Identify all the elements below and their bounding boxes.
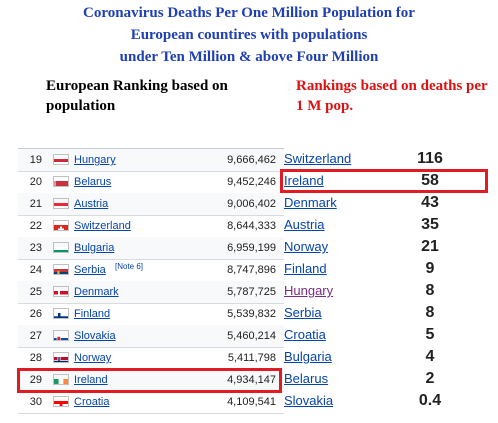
population-cell: 5,411,798	[227, 352, 276, 364]
ranked-country-link[interactable]: Finland	[284, 261, 327, 276]
ranked-country-link[interactable]: Norway	[284, 239, 329, 254]
ranked-country-link[interactable]: Switzerland	[284, 151, 352, 166]
country-link[interactable]: Ireland	[74, 374, 108, 386]
population-cell: 8,747,896	[227, 264, 276, 276]
deaths-per-million-value: 5	[425, 326, 435, 343]
table-row: 21 Austria 9,006,402	[18, 193, 284, 216]
subheading-deaths-ranking: Rankings based on deaths per 1 M pop.	[296, 78, 488, 114]
deaths-per-million-value: 2	[425, 370, 435, 387]
rank-cell: 24	[29, 264, 42, 276]
rank-cell: 28	[29, 352, 42, 364]
country-link[interactable]: Croatia	[74, 396, 110, 408]
ireland-population-highlight-box	[17, 368, 282, 393]
population-cell: 6,959,199	[227, 242, 276, 254]
ranked-country-link[interactable]: Croatia	[284, 327, 326, 342]
rank-cell: 22	[29, 220, 42, 232]
ireland-deaths-highlight-box	[280, 169, 488, 193]
deaths-per-million-value: 116	[417, 150, 443, 167]
deaths-per-million-value: 8	[425, 304, 435, 321]
table-row: 26 Finland 5,539,832	[18, 303, 284, 326]
table-row: 28 Norway 5,411,798	[18, 347, 284, 370]
deaths-per-million-value: 8	[425, 282, 435, 299]
bulgaria-flag-icon	[53, 242, 69, 253]
population-cell: 4,109,541	[227, 396, 276, 408]
deaths-per-million-value: 35	[421, 216, 439, 233]
ranked-country-link[interactable]: Denmark	[284, 195, 337, 210]
population-cell: 4,934,147	[227, 374, 276, 386]
deaths-per-million-value: 9	[425, 260, 435, 277]
ranked-country-link[interactable]: Hungary	[284, 283, 334, 298]
population-cell: 9,006,402	[227, 198, 276, 210]
rank-cell: 29	[29, 374, 42, 386]
country-link[interactable]: Austria	[74, 198, 109, 210]
table-row: 24 Serbia [Note 6] 8,747,896	[18, 259, 284, 282]
table-row: 25 Denmark 5,787,725	[18, 281, 284, 304]
country-link[interactable]: Norway	[74, 352, 112, 364]
population-table: 19 Hungary 9,666,462 20 Belarus 9,452,24…	[18, 148, 284, 415]
rank-cell: 26	[29, 308, 42, 320]
deaths-per-million-value: 0.4	[418, 392, 442, 409]
rank-cell: 23	[29, 242, 42, 254]
population-cell: 8,644,333	[227, 220, 276, 232]
belarus-flag-icon	[53, 176, 69, 187]
country-link[interactable]: Hungary	[74, 154, 116, 166]
norway-flag-icon	[53, 352, 69, 363]
deaths-per-million-value: 58	[421, 172, 439, 189]
serbia-flag-icon	[53, 264, 69, 275]
ranked-country-link[interactable]: Belarus	[284, 371, 329, 386]
country-link[interactable]: Denmark	[74, 286, 119, 298]
title-line-2: European countires with populations	[130, 27, 368, 43]
deaths-per-million-value: 4	[425, 348, 435, 365]
ranked-country-link[interactable]: Serbia	[284, 305, 322, 320]
ranked-country-link[interactable]: Bulgaria	[284, 349, 332, 364]
ranked-country-link[interactable]: Ireland	[284, 173, 324, 188]
table-row: 27 Slovakia 5,460,214	[18, 325, 284, 348]
country-link[interactable]: Bulgaria	[74, 242, 115, 254]
population-cell: 5,539,832	[227, 308, 276, 320]
title-line-1: Coronavirus Deaths Per One Million Popul…	[83, 5, 415, 21]
finland-flag-icon	[53, 308, 69, 319]
rank-cell: 19	[29, 154, 42, 166]
population-cell: 9,452,246	[227, 176, 276, 188]
rank-cell: 20	[29, 176, 42, 188]
country-link[interactable]: Slovakia	[74, 330, 116, 342]
table-row: 19 Hungary 9,666,462	[18, 149, 284, 172]
country-link[interactable]: Switzerland	[74, 220, 131, 232]
rank-cell: 27	[29, 330, 42, 342]
population-cell: 5,787,725	[227, 286, 276, 298]
ireland-flag-icon	[53, 374, 69, 385]
hungary-flag-icon	[53, 154, 69, 165]
rank-cell: 21	[29, 198, 42, 210]
deaths-per-million-value: 43	[421, 194, 439, 211]
table-row: 30 Croatia 4,109,541	[18, 391, 284, 414]
table-row: 23 Bulgaria 6,959,199	[18, 237, 284, 260]
country-link[interactable]: Belarus	[74, 176, 112, 188]
population-cell: 5,460,214	[227, 330, 276, 342]
rank-cell: 25	[29, 286, 42, 298]
austria-flag-icon	[53, 198, 69, 209]
deaths-per-million-value: 21	[421, 238, 439, 255]
title-line-3: under Ten Million & above Four Million	[119, 49, 379, 65]
denmark-flag-icon	[53, 286, 69, 297]
slovakia-flag-icon	[53, 330, 69, 341]
table-row: 22 Switzerland 8,644,333	[18, 215, 284, 238]
table-row: 20 Belarus 9,452,246	[18, 171, 284, 194]
country-link[interactable]: Serbia	[74, 264, 106, 276]
country-link[interactable]: Finland	[74, 308, 111, 320]
ranked-country-link[interactable]: Austria	[284, 217, 325, 232]
switzerland-flag-icon	[53, 220, 69, 231]
croatia-flag-icon	[53, 396, 69, 407]
ranked-country-link[interactable]: Slovakia	[284, 393, 334, 408]
population-cell: 9,666,462	[227, 154, 276, 166]
note-link[interactable]: [Note 6]	[115, 262, 144, 271]
subheading-population-ranking: European Ranking based on population	[46, 78, 228, 114]
rank-cell: 30	[29, 396, 42, 408]
